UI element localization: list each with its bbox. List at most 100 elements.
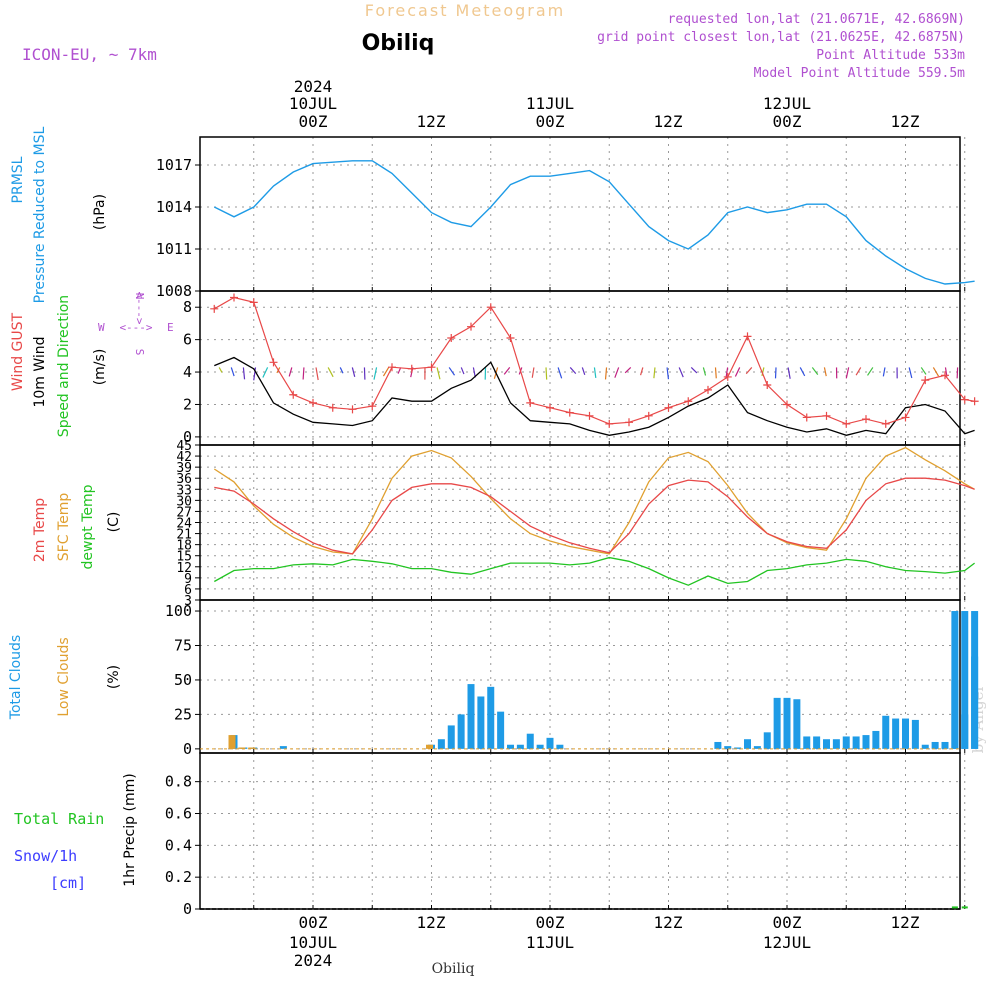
wind-direction-arrow xyxy=(745,367,753,375)
y-tick-label: 50 xyxy=(174,671,192,689)
gridpoint-coords: grid point closest lon,lat (21.0625E, 42… xyxy=(597,30,965,45)
total-rain-label: Total Rain xyxy=(14,810,104,828)
wind-direction-arrow xyxy=(811,367,819,375)
wind-gust-marker xyxy=(625,418,633,427)
model-label: ICON-EU, ~ 7km xyxy=(22,45,157,64)
y-tick-label: 1008 xyxy=(156,282,192,300)
total-cloud-bar xyxy=(911,719,919,749)
compass-north: N xyxy=(133,293,146,300)
total-cloud-bar xyxy=(882,715,890,749)
rain-bar xyxy=(951,906,958,909)
low-cloud-bar xyxy=(228,735,236,749)
top-hour-label: 12Z xyxy=(891,112,920,131)
total-cloud-bar xyxy=(714,741,722,749)
wind-gust-marker xyxy=(862,415,870,424)
bottom-hour-label: 12Z xyxy=(654,913,683,932)
y-tick-label: 1011 xyxy=(156,240,192,258)
wind-direction-arrow xyxy=(653,367,656,379)
wind-gust-marker xyxy=(249,298,258,307)
wind-gust-line xyxy=(214,296,975,425)
wind-panel: Wind GUST 10m Wind Speed and Direction (… xyxy=(10,290,979,446)
top-date-label: 12JUL xyxy=(763,94,811,113)
total-cloud-bar xyxy=(941,741,949,749)
chart-title: Forecast Meteogram xyxy=(365,1,565,20)
clouds-panel: Total Clouds Low Clouds (%) 0 25 50 75 100 xyxy=(8,599,979,758)
pressure-ylabel-1: PRMSL xyxy=(10,156,26,203)
y-tick-label: 33 xyxy=(176,483,192,498)
bottom-time-axis: 00Z 12Z 00Z 12Z 00Z 12Z 10JUL 11JUL 12JU… xyxy=(289,913,920,970)
y-tick-label: 1014 xyxy=(156,198,192,216)
total-cloud-bar xyxy=(536,744,544,749)
wind-direction-arrow xyxy=(288,367,293,377)
wind-gust-marker xyxy=(743,332,752,341)
wind-direction-arrow xyxy=(242,367,246,380)
wind-direction-arrow xyxy=(845,367,850,379)
top-date-label: 10JUL xyxy=(289,94,337,113)
total-cloud-bar xyxy=(526,733,534,749)
wind-direction-arrow xyxy=(448,367,456,376)
wind-unit: (m/s) xyxy=(92,349,108,386)
wind-gust-marker xyxy=(842,419,851,428)
y-tick-label: 6 xyxy=(183,331,192,349)
point-altitude: Point Altitude 533m xyxy=(816,48,965,63)
wind-gust-marker xyxy=(644,411,653,420)
total-cloud-bar xyxy=(852,736,860,749)
wind-gust-marker xyxy=(723,372,732,381)
y-tick-label: 12 xyxy=(176,561,192,576)
wind-gust-marker xyxy=(585,411,594,420)
wind-gust-marker xyxy=(368,402,377,411)
wind-direction-arrow xyxy=(557,367,563,379)
total-cloud-bar xyxy=(763,732,771,749)
y-tick-label: 0.4 xyxy=(165,836,192,854)
wind-gust-marker xyxy=(684,397,693,406)
wind-direction-arrow xyxy=(545,367,548,380)
dewpt-temp-line xyxy=(213,556,975,586)
wind-direction-arrow xyxy=(666,367,670,380)
compass-south: S xyxy=(133,349,146,356)
temperature-panel: 2m Temp SFC Temp dewpt Temp (C) 36912151… xyxy=(32,439,975,609)
y-tick-label: 15 xyxy=(176,550,192,565)
wind-direction-arrow xyxy=(799,367,806,377)
wind-direction-arrow xyxy=(761,367,765,376)
wind-gust-marker xyxy=(783,400,791,409)
direction-ylabel: Speed and Direction xyxy=(56,295,72,437)
total-cloud-bar xyxy=(931,741,939,749)
total-cloud-bar xyxy=(279,746,287,749)
wind-direction-arrow xyxy=(436,367,441,380)
y-tick-label: 36 xyxy=(176,472,192,487)
pressure-line xyxy=(213,160,975,285)
top-year-label: 2024 xyxy=(294,77,333,96)
wind-direction-arrow xyxy=(639,367,644,376)
wind-gust-marker xyxy=(348,405,357,414)
location-title: Obiliq xyxy=(362,31,435,56)
total-cloud-bar xyxy=(447,725,455,749)
wind-direction-arrow xyxy=(882,367,886,377)
wind-direction-arrow xyxy=(678,367,684,378)
wind-gust-marker xyxy=(328,403,337,412)
dewpt-ylabel: dewpt Temp xyxy=(80,484,96,569)
total-cloud-bar xyxy=(477,696,485,749)
bottom-date-label: 12JUL xyxy=(763,933,811,952)
top-hour-label: 12Z xyxy=(417,112,446,131)
wind-direction-arrow xyxy=(867,367,874,376)
wind-gust-marker xyxy=(605,419,614,428)
y-tick-label: 4 xyxy=(183,363,192,381)
total-cloud-bar xyxy=(753,746,761,749)
wind-gust-marker xyxy=(881,419,890,428)
y-tick-label: 0 xyxy=(183,428,192,446)
wind-gust-marker xyxy=(388,363,396,372)
temp-2m-line xyxy=(214,477,975,555)
total-cloud-bar xyxy=(823,739,830,749)
total-cloud-bar xyxy=(497,711,505,749)
y-tick-label: 0 xyxy=(183,740,192,758)
wind-direction-arrow xyxy=(581,367,586,376)
wind-direction-arrow xyxy=(253,367,257,381)
wind-direction-arrow xyxy=(569,367,577,375)
y-tick-label: 30 xyxy=(176,494,192,509)
pressure-unit: (hPa) xyxy=(92,194,108,230)
y-tick-label: 25 xyxy=(174,705,192,723)
wind-gust-marker xyxy=(506,334,515,343)
wind-gust-marker xyxy=(565,408,574,417)
total-cloud-bar xyxy=(724,746,732,749)
y-tick-label: 24 xyxy=(176,517,192,532)
